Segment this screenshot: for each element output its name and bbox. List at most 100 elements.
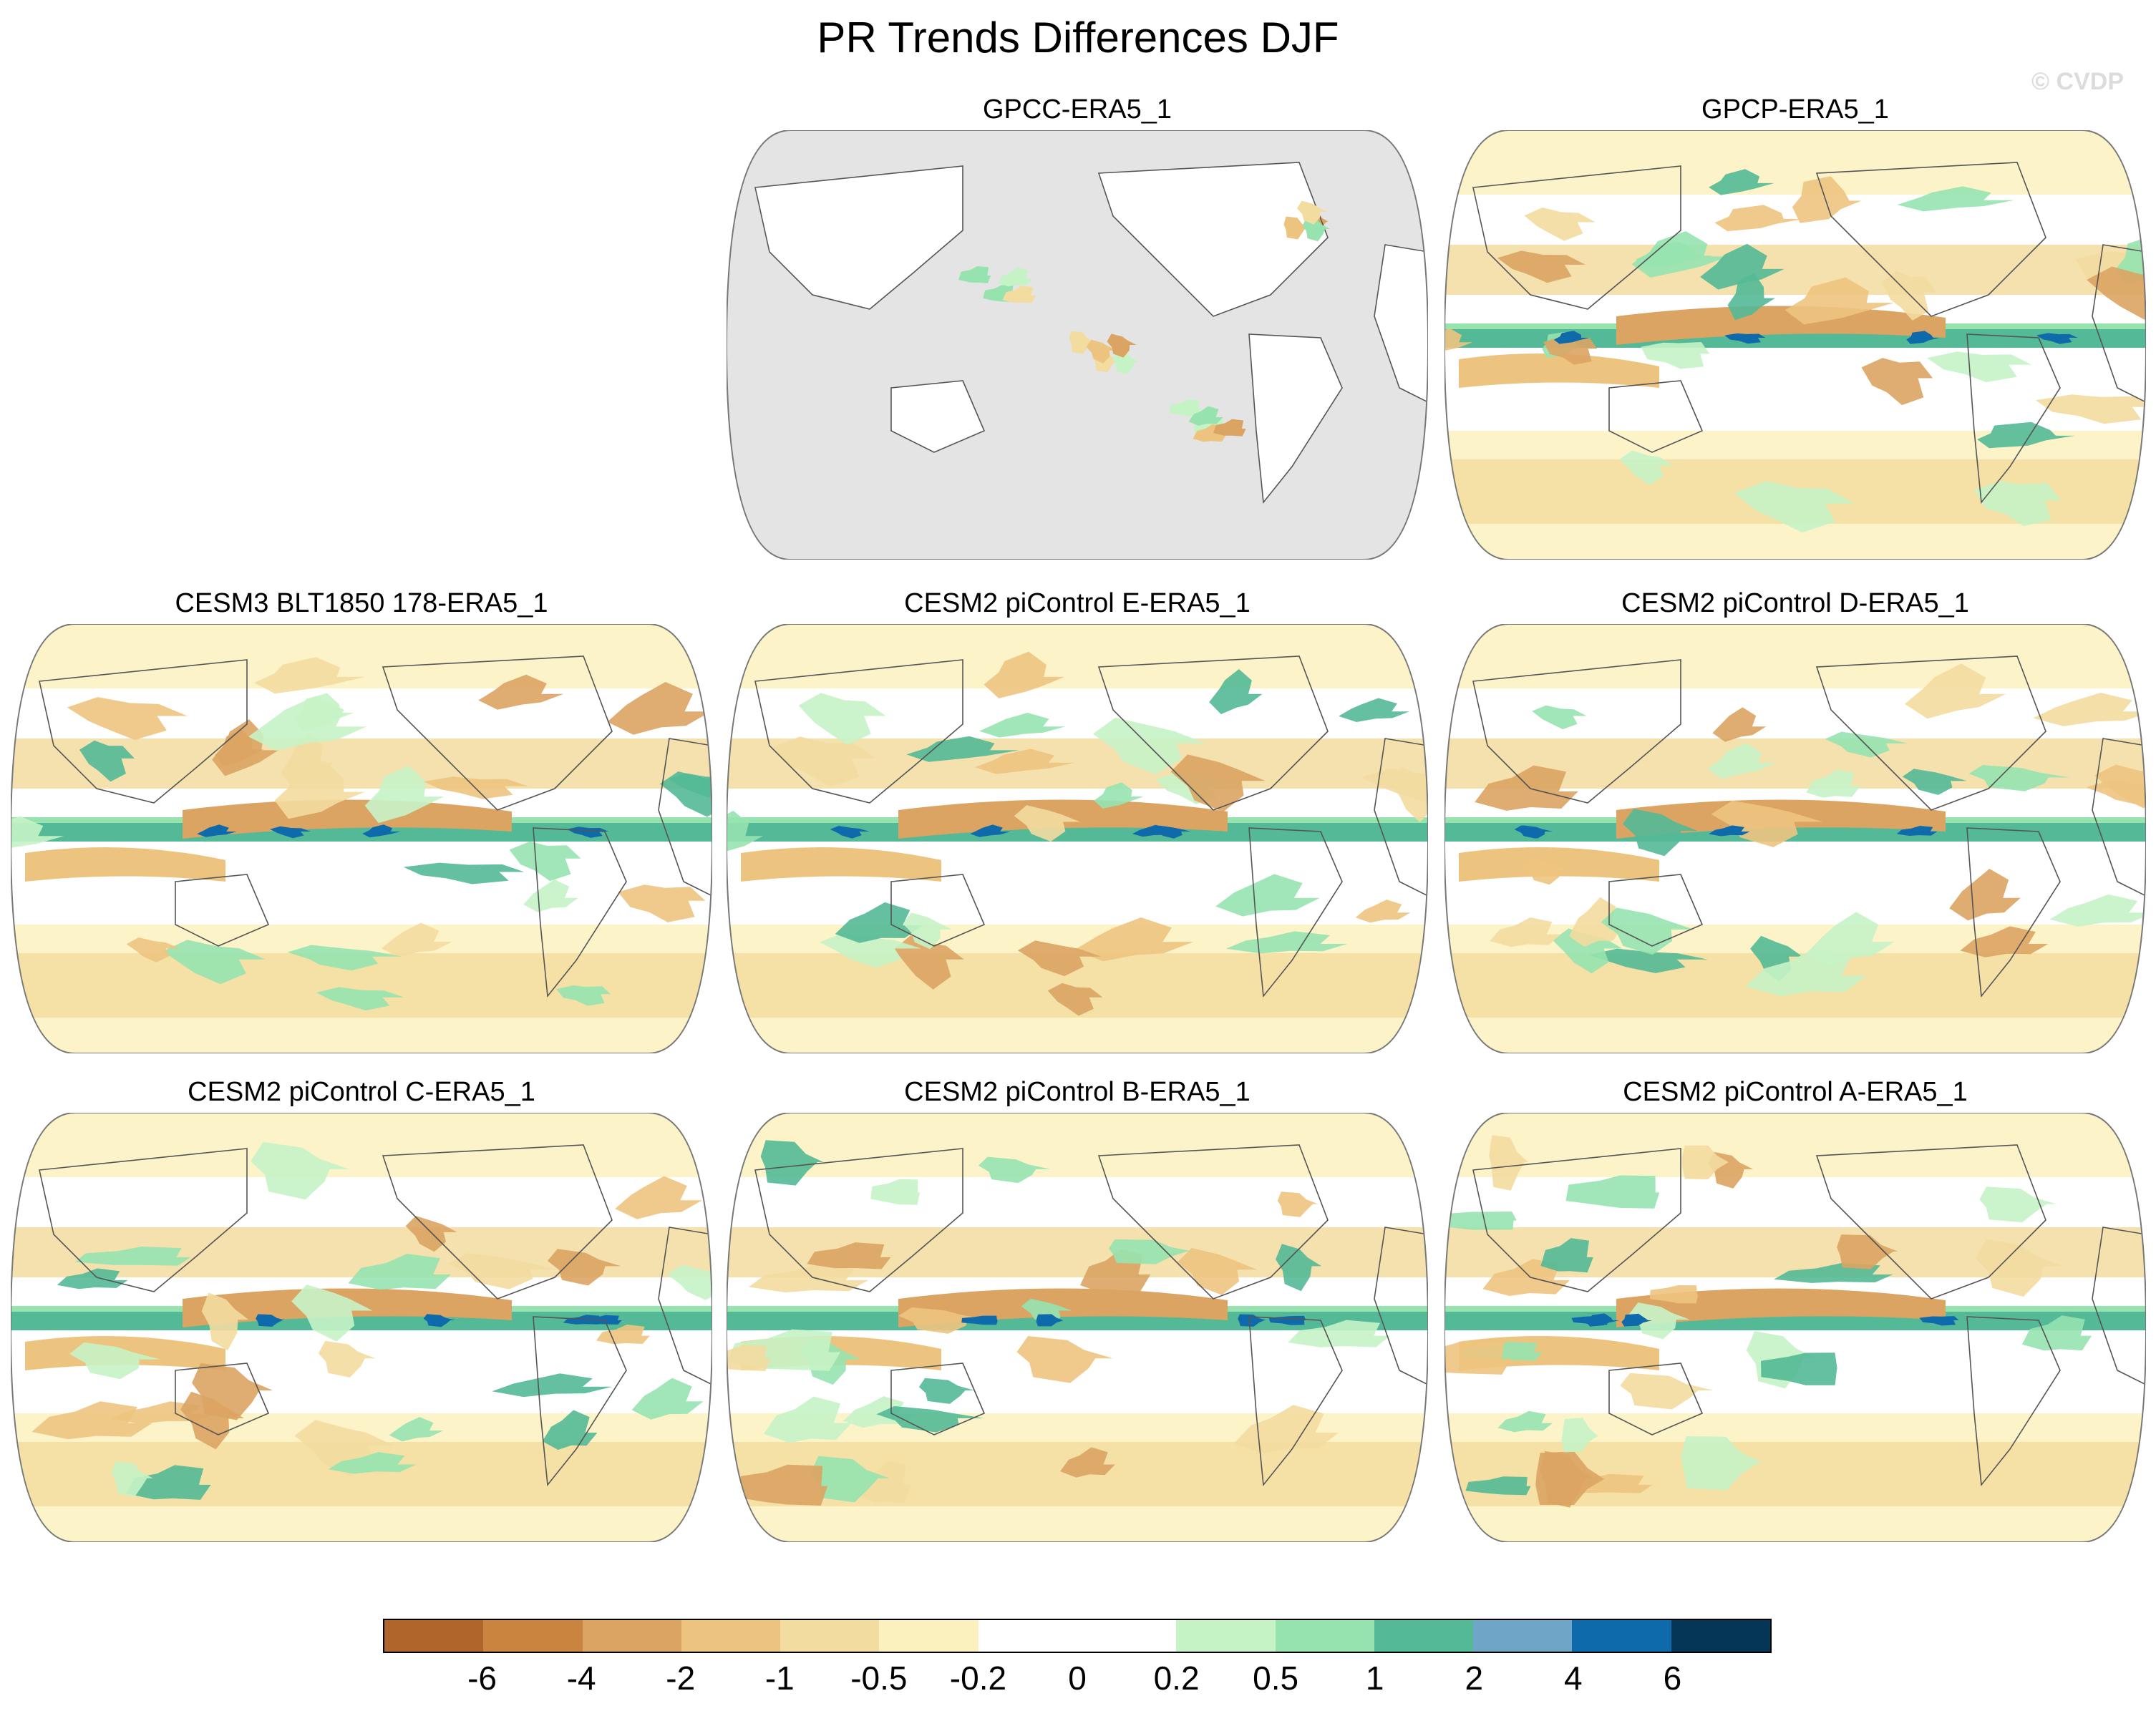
field-blob (764, 1396, 852, 1443)
field-blob (2021, 1315, 2092, 1351)
field-blob (1523, 858, 1571, 885)
field-blob (1276, 1244, 1322, 1292)
field-blob (727, 1345, 771, 1371)
africa-outline (1374, 244, 1428, 404)
field-blob (69, 1342, 161, 1380)
colorbar-tick-label: -2 (666, 1659, 696, 1697)
field-blob (1569, 897, 1624, 947)
field-blob (1297, 200, 1327, 225)
field-blob (1861, 358, 1933, 406)
map-field (1444, 130, 2146, 560)
eurasia-outline (754, 165, 963, 310)
field-blob (448, 1252, 558, 1290)
field-blob (2035, 394, 2146, 424)
field-band (1444, 624, 2146, 688)
field-band (1459, 847, 1659, 882)
australia-outline (890, 1363, 986, 1435)
field-blob (1734, 481, 1855, 533)
africa-outline (1374, 1227, 1428, 1386)
field-blob (1707, 743, 1776, 779)
south-america-outline (533, 1316, 627, 1487)
south-america-outline (1248, 333, 1343, 504)
australia-outline (175, 874, 270, 947)
field-blob (1631, 231, 1729, 278)
field-blob (1209, 669, 1263, 714)
field-blob (1897, 186, 2015, 212)
australia-outline (1608, 380, 1704, 453)
field-blob (807, 1242, 891, 1269)
south-america-outline (1966, 827, 2061, 998)
field-band (11, 738, 712, 789)
panel-title: CESM2 piControl D-ERA5_1 (1621, 588, 1969, 618)
field-blob (1641, 342, 1710, 369)
field-blob (1806, 769, 1860, 798)
field-blob (2036, 333, 2078, 344)
field-blob (180, 1391, 244, 1450)
field-blob (1589, 948, 1708, 973)
field-blob (1497, 250, 1586, 283)
map-border (11, 624, 712, 1053)
field-blob (984, 651, 1064, 698)
map-field (11, 624, 712, 1053)
field-blob (1628, 1302, 1691, 1340)
australia-outline (175, 1363, 270, 1435)
field-blob (615, 1176, 703, 1219)
field-blob (961, 1315, 998, 1325)
field-blob (1036, 1314, 1064, 1327)
panel-title: GPCC-ERA5_1 (983, 94, 1172, 125)
field-blob (111, 1461, 153, 1497)
map-field (1444, 624, 2146, 1053)
field-blob (11, 816, 64, 852)
africa-outline (658, 1227, 712, 1386)
field-blob (1714, 205, 1804, 232)
field-band (11, 1113, 712, 1177)
field-blob (362, 824, 401, 838)
map-field (1444, 1113, 2146, 1542)
africa-outline (2092, 738, 2146, 897)
field-blob (858, 1461, 911, 1503)
field-blob (1700, 243, 1784, 290)
field-blob (281, 732, 334, 788)
field-blob (79, 740, 135, 782)
field-blob (1727, 273, 1775, 321)
field-blob (162, 940, 266, 985)
field-blob (820, 932, 921, 968)
field-band (1444, 1113, 2146, 1177)
field-blob (1014, 805, 1080, 842)
field-blob (1968, 765, 2070, 791)
field-blob (1792, 176, 1862, 223)
field-blob (1623, 809, 1698, 857)
field-blob (381, 922, 452, 957)
field-blob (876, 1406, 984, 1433)
field-blob (970, 824, 1011, 837)
field-blob (1904, 663, 2006, 719)
field-blob (254, 657, 365, 694)
colorbar-swatch (1077, 1620, 1177, 1652)
field-blob (1497, 1410, 1553, 1433)
field-blob (798, 693, 886, 746)
land-fill (891, 381, 984, 452)
field-band (1444, 130, 2146, 195)
field-blob (1152, 825, 1191, 839)
map-border (1444, 624, 2146, 1053)
field-blob (618, 884, 706, 922)
field-blob (903, 912, 952, 950)
eurasia-outline (39, 1148, 248, 1292)
field-blob (1746, 948, 1867, 997)
field-blob (1927, 351, 2032, 383)
field-blob (1532, 705, 1587, 730)
field-blob (1977, 421, 2075, 449)
field-blob (1518, 825, 1553, 839)
africa-outline (1374, 738, 1428, 897)
field-blob (659, 771, 712, 817)
field-blob (974, 749, 1075, 774)
field-blob (1586, 1313, 1620, 1327)
australia-outline (1608, 874, 1704, 947)
field-blob (197, 824, 237, 837)
field-blob (1837, 1234, 1898, 1269)
field-blob (810, 1456, 890, 1503)
field-blob (126, 1465, 211, 1500)
field-blob (1188, 406, 1223, 426)
field-blob (251, 1141, 349, 1200)
colorbar-tick-label: 0.5 (1253, 1659, 1299, 1697)
